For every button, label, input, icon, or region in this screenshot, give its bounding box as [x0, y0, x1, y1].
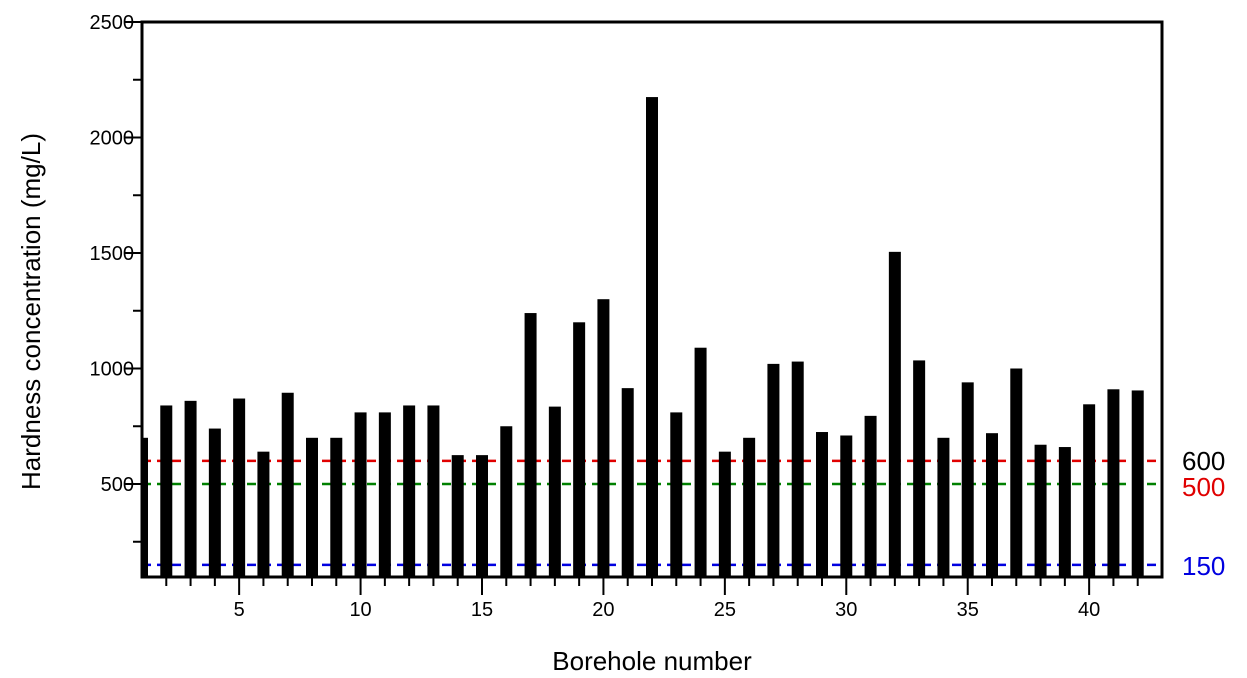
bar-20	[597, 299, 610, 577]
axis-tick-labels: 5 10 15 20 25 30 35 40 500 1000 1500 2000 2500	[90, 12, 1101, 621]
bar-12	[403, 405, 416, 577]
bar-8	[306, 437, 318, 577]
limit-label-150: 150	[1182, 551, 1225, 581]
bar-27	[767, 363, 780, 577]
bar-30	[840, 435, 853, 577]
bar-5	[233, 398, 246, 577]
bar-32	[888, 251, 901, 577]
bar-1	[142, 437, 148, 577]
axis-ticks	[124, 21, 1139, 595]
bar-19	[573, 322, 586, 577]
bar-24	[694, 347, 707, 577]
bar-17	[524, 313, 537, 577]
bar-7	[281, 392, 294, 577]
bar-28	[791, 361, 804, 577]
bar-29	[816, 432, 828, 577]
bar-36	[986, 433, 998, 577]
limit-label-600: 600	[1182, 446, 1225, 476]
x-tick-label: 25	[714, 599, 736, 621]
x-tick-label: 40	[1078, 599, 1100, 621]
bar-41	[1107, 389, 1120, 577]
bar-42	[1131, 390, 1144, 577]
bar-39	[1058, 447, 1071, 577]
bar-11	[378, 412, 391, 577]
x-tick-label: 35	[957, 599, 979, 621]
y-tick-label: 2500	[90, 12, 135, 34]
bar-9	[330, 437, 343, 577]
bar-38	[1034, 444, 1047, 577]
bar-15	[476, 455, 488, 577]
x-tick-label: 30	[835, 599, 857, 621]
bar-21	[621, 388, 634, 577]
bar-35	[961, 382, 974, 577]
bar-2	[160, 405, 173, 577]
bar-23	[670, 412, 683, 577]
bar-13	[427, 405, 440, 577]
bar-4	[208, 428, 221, 577]
x-tick-label: 5	[234, 599, 245, 621]
bar-3	[184, 400, 197, 577]
y-tick-label: 1000	[90, 359, 135, 381]
bar-37	[1010, 368, 1023, 577]
y-tick-label: 500	[101, 474, 134, 496]
bar-16	[500, 426, 513, 577]
y-axis-title: Hardness concentration (mg/L)	[16, 133, 46, 490]
y-tick-label: 2000	[90, 128, 135, 150]
bar-31	[864, 415, 877, 577]
x-tick-label: 15	[471, 599, 493, 621]
bar-10	[354, 412, 367, 577]
bar-25	[718, 451, 731, 577]
bar-33	[913, 360, 926, 577]
x-axis-title: Borehole number	[552, 646, 752, 676]
limit-label-500: 500	[1182, 472, 1225, 502]
bars	[142, 97, 1144, 577]
bar-22	[646, 97, 658, 577]
x-tick-label: 20	[592, 599, 614, 621]
y-tick-label: 1500	[90, 243, 135, 265]
bar-14	[451, 455, 464, 577]
bar-18	[548, 406, 561, 577]
bar-26	[743, 437, 756, 577]
x-tick-label: 10	[349, 599, 371, 621]
bar-40	[1083, 404, 1096, 577]
bar-6	[257, 451, 270, 577]
bar-34	[937, 437, 950, 577]
